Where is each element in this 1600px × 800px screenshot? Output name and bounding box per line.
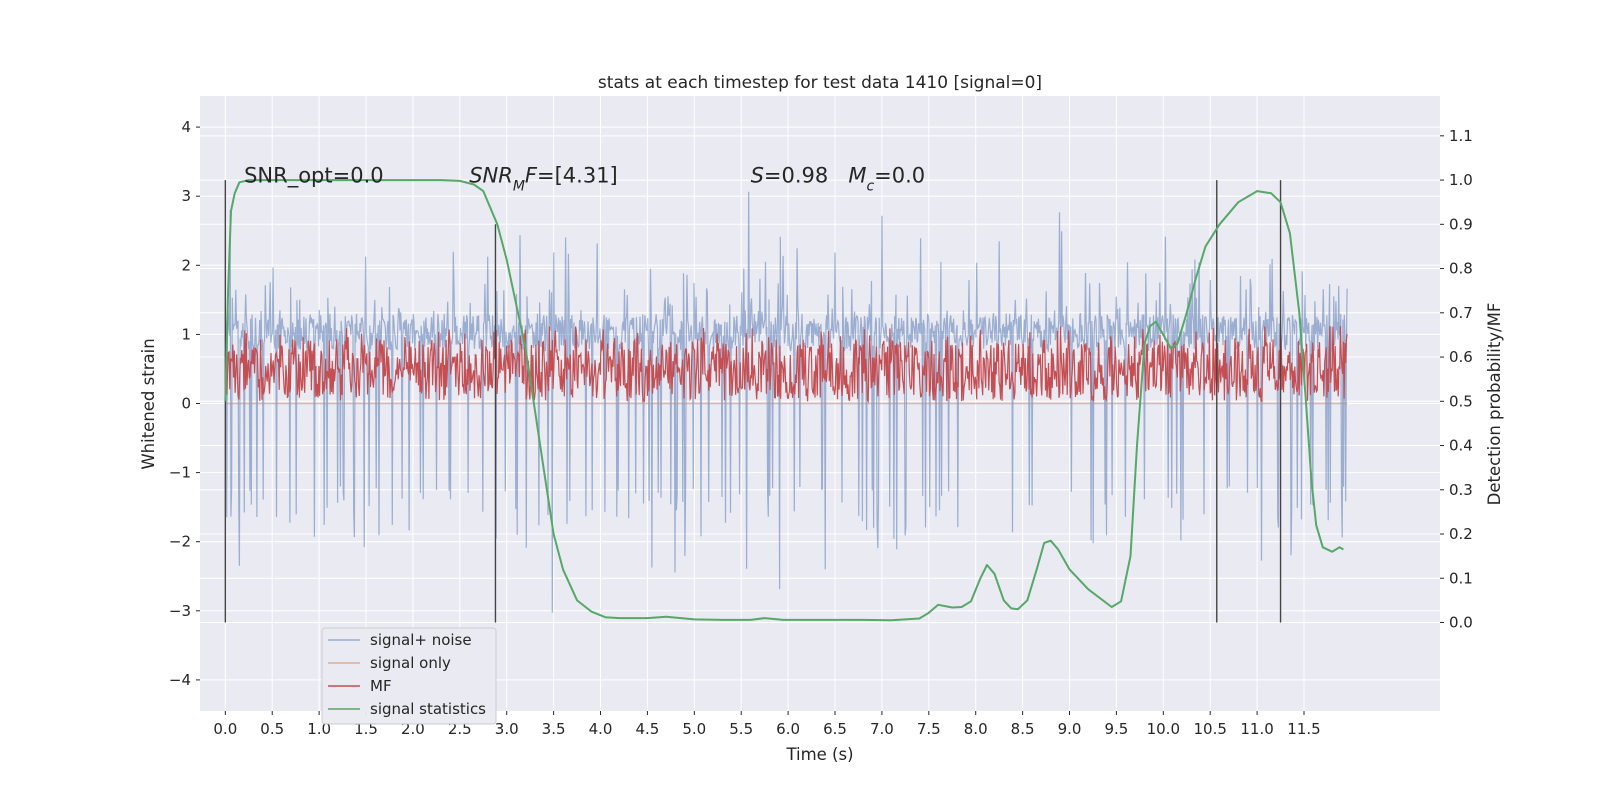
legend-label-signal-only: signal only <box>370 654 451 672</box>
signal-noise-series <box>224 191 1348 613</box>
y-tick-label: −1 <box>169 464 191 482</box>
y-tick-label: 1 <box>181 325 191 343</box>
x-tick-label: 0.5 <box>260 720 284 738</box>
y-tick-label: −2 <box>169 533 191 551</box>
x-tick-label: 6.0 <box>776 720 800 738</box>
x-tick-label: 7.5 <box>917 720 941 738</box>
x-axis-ticks: 0.0 0.5 1.0 1.5 2.0 2.5 3.0 3.5 4.0 4.5 5.0 5.5 6.0 6… <box>213 711 1321 738</box>
y2-tick-label: 0.7 <box>1449 304 1473 322</box>
y-tick-label: 3 <box>181 187 191 205</box>
legend-box <box>321 627 497 725</box>
x-tick-label: 3.0 <box>495 720 519 738</box>
y-tick-label: 0 <box>181 395 191 413</box>
annotation-part: M <box>513 178 525 194</box>
signal-statistics-series <box>224 179 1344 622</box>
y2-tick-label: 0.9 <box>1449 215 1473 233</box>
mf-line <box>224 326 1348 404</box>
chart-title: stats at each timestep for test data 141… <box>598 73 1042 93</box>
annotation-part: =0.0 <box>874 163 925 187</box>
x-tick-label: 9.5 <box>1104 720 1128 738</box>
x-tick-label: 5.5 <box>729 720 753 738</box>
x-tick-label: 9.0 <box>1058 720 1082 738</box>
x-tick-label: 11.0 <box>1240 720 1273 738</box>
x-tick-label: 10.0 <box>1147 720 1180 738</box>
y2-tick-label: 0.2 <box>1449 525 1473 543</box>
annotation-part: =[4.31] <box>537 163 618 187</box>
y2-tick-label: 1.0 <box>1449 171 1473 189</box>
annotation-part: F <box>525 163 538 187</box>
y-axis-ticks: −4 −3 −2 −1 0 1 2 3 4 <box>169 118 200 689</box>
y2-tick-label: 1.1 <box>1449 127 1473 145</box>
legend-label-mf: MF <box>370 677 392 695</box>
y-axis-label: Whitened strain <box>139 338 158 469</box>
y2-axis-label: Detection probability/MF <box>1485 303 1504 506</box>
y2-tick-label: 0.4 <box>1449 437 1473 455</box>
x-axis-label: Time (s) <box>785 745 853 764</box>
x-tick-label: 3.5 <box>542 720 566 738</box>
x-tick-label: 10.5 <box>1193 720 1226 738</box>
annotation-part: c <box>866 178 874 194</box>
annotation-text: S=0.98 Mc=0.0 <box>751 163 926 194</box>
x-tick-label: 8.0 <box>964 720 988 738</box>
x-tick-label: 5.0 <box>682 720 706 738</box>
y2-tick-label: 0.5 <box>1449 392 1473 410</box>
y-tick-label: −4 <box>169 671 191 689</box>
x-tick-label: 4.5 <box>635 720 659 738</box>
annotation-part: SNR <box>469 163 513 187</box>
x-tick-label: 6.5 <box>823 720 847 738</box>
x-tick-label: 8.5 <box>1011 720 1035 738</box>
y-tick-label: −3 <box>169 602 191 620</box>
annotation-part: S <box>751 163 764 187</box>
x-tick-label: 11.5 <box>1287 720 1320 738</box>
x-tick-label: 0.0 <box>213 720 237 738</box>
annotation-text: SNRMF=[4.31] <box>469 163 618 194</box>
legend-label-signal-noise: signal+ noise <box>370 631 472 649</box>
x-tick-label: 4.0 <box>589 720 613 738</box>
y2-tick-label: 0.8 <box>1449 260 1473 278</box>
signal-statistics-line <box>224 179 1344 622</box>
annotations: SNR_opt=0.0 SNRMF=[4.31] S=0.98 Mc=0.0 <box>244 163 925 194</box>
mf-series <box>224 326 1348 404</box>
y-tick-label: 2 <box>181 256 191 274</box>
legend: signal+ noise signal only MF signal stat… <box>321 627 497 725</box>
legend-label-signal-statistics: signal statistics <box>370 700 486 718</box>
y2-tick-label: 0.1 <box>1449 569 1473 587</box>
y2-tick-label: 0.3 <box>1449 481 1473 499</box>
x-tick-label: 7.0 <box>870 720 894 738</box>
y2-tick-label: 0.6 <box>1449 348 1473 366</box>
annotation-text: SNR_opt=0.0 <box>244 163 384 188</box>
y2-axis-ticks: 0.0 0.1 0.2 0.3 0.4 0.5 0.6 0.7 0.8 0.9 1.0 1.1 <box>1440 127 1473 632</box>
annotation-part: M <box>848 163 866 187</box>
y-tick-label: 4 <box>181 118 191 136</box>
y2-tick-label: 0.0 <box>1449 614 1473 632</box>
annotation-part: =0.98 <box>764 163 848 187</box>
signal-noise-line <box>224 191 1348 613</box>
